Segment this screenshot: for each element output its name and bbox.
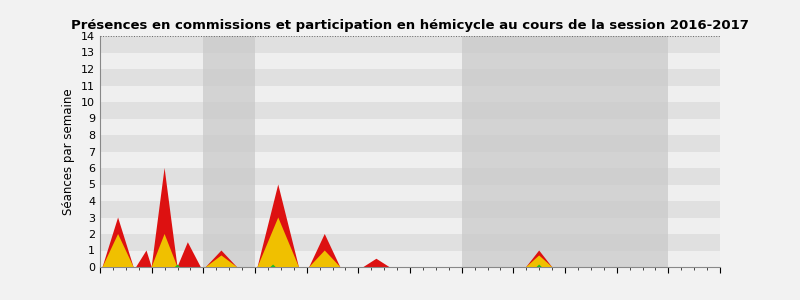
Bar [100,118,720,135]
Polygon shape [526,250,552,267]
Bar [100,152,720,168]
Bar [565,36,617,267]
Polygon shape [270,265,276,267]
Title: Présences en commissions et participation en hémicycle au cours de la session 20: Présences en commissions et participatio… [71,19,749,32]
Polygon shape [258,184,299,267]
Bar [100,201,720,217]
Polygon shape [310,250,340,267]
Bar [100,102,720,119]
Bar [100,184,720,201]
Polygon shape [152,168,178,267]
Bar [100,36,720,52]
Bar [617,36,668,267]
Polygon shape [206,256,237,267]
Polygon shape [537,265,542,267]
Polygon shape [152,234,178,267]
Polygon shape [206,250,237,267]
Polygon shape [136,250,152,267]
Bar [462,36,514,267]
Y-axis label: Séances par semaine: Séances par semaine [62,88,75,215]
Bar [514,36,565,267]
Bar [100,168,720,184]
Bar [100,250,720,267]
Bar [203,36,255,267]
Bar [100,52,720,69]
Polygon shape [258,218,299,267]
Polygon shape [526,256,552,267]
Polygon shape [178,242,201,267]
Polygon shape [175,265,180,267]
Bar [100,69,720,85]
Bar [100,135,720,152]
Polygon shape [102,234,134,267]
Bar [100,85,720,102]
Bar [100,218,720,234]
Bar [100,234,720,250]
Polygon shape [310,234,340,267]
Polygon shape [102,218,134,267]
Polygon shape [363,259,390,267]
